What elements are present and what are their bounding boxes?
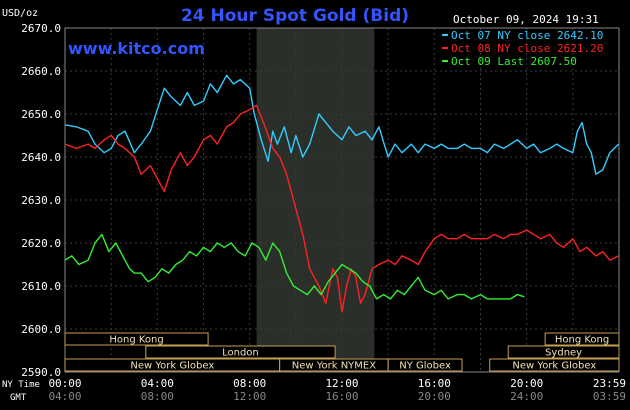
y-tick-label: 2600.0 — [21, 323, 61, 336]
x-tick-label-ny: 16:00 — [418, 377, 451, 390]
plot-frame — [64, 27, 620, 373]
x-tick-label-ny: 12:00 — [325, 377, 358, 390]
session-bar — [64, 332, 209, 346]
x-tick-label-gmt: 08:00 — [141, 390, 174, 403]
series-line-1 — [64, 74, 619, 175]
y-tick-label: 2630.0 — [21, 194, 61, 207]
market-sessions: Hong Kong London New York Globex New York N… — [64, 332, 620, 372]
session-bar — [489, 358, 620, 372]
y-tick-label: 2670.0 — [21, 22, 61, 35]
legend-entry: Oct 09 Last 2607.50 — [451, 55, 577, 68]
session-bar-label: Sydney — [545, 348, 582, 359]
legend-entry: Oct 08 NY close 2621.20 — [451, 42, 603, 55]
chart-datetime: October 09, 2024 19:31 — [453, 13, 599, 26]
session-bar — [544, 332, 620, 346]
session-bar-label: Hong Kong — [555, 335, 609, 346]
y-tick-label: 2590.0 — [21, 366, 61, 379]
y-axis-ticks: 2670.0 2660.0 2650.0 2640.0 2630.0 2620.0 2610… — [21, 22, 61, 379]
x-tick-label-ny: 00:00 — [48, 377, 81, 390]
series-layer — [64, 74, 619, 313]
x-row-label-ny: NY Time — [2, 380, 40, 390]
y-tick-label: 2650.0 — [21, 108, 61, 121]
session-bar-label: Hong Kong — [109, 335, 163, 346]
session-bar-label: New York Globex — [130, 361, 214, 372]
y-tick-label: 2610.0 — [21, 280, 61, 293]
session-bar-label: NY Globex — [399, 361, 451, 372]
session-bar — [507, 345, 620, 359]
x-tick-label-gmt: 20:00 — [418, 390, 451, 403]
x-tick-label-gmt: 24:00 — [510, 390, 543, 403]
session-bar-label: London — [222, 348, 259, 359]
y-tick-label: 2640.0 — [21, 151, 61, 164]
y-axis-label: USD/oz — [2, 8, 38, 19]
x-tick-label-gmt: 03:59 — [593, 390, 626, 403]
x-row-label-gmt: GMT — [10, 393, 27, 403]
session-bar-label: New York NYMEX — [292, 361, 377, 372]
x-tick-label-ny: 04:00 — [141, 377, 174, 390]
x-tick-label-gmt: 04:00 — [48, 390, 81, 403]
y-tick-label: 2620.0 — [21, 237, 61, 250]
x-tick-label-gmt: 16:00 — [325, 390, 358, 403]
y-tick-label: 2660.0 — [21, 65, 61, 78]
x-tick-label-gmt: 12:00 — [233, 390, 266, 403]
series-line-2 — [64, 104, 619, 313]
legend-entry: Oct 07 NY close 2642.10 — [451, 29, 603, 42]
series-line-3 — [64, 233, 525, 300]
x-axis-ticks: 00:00 04:00 08:00 12:00 16:00 20:00 23:5904:00… — [48, 377, 626, 403]
session-bar-label: New York Globex — [512, 361, 596, 372]
session-bar — [387, 358, 463, 372]
session-bar — [145, 345, 336, 359]
watermark: www.kitco.com — [68, 39, 205, 58]
x-tick-label-ny: 20:00 — [510, 377, 543, 390]
x-tick-label-ny: 08:00 — [233, 377, 266, 390]
x-tick-label-ny: 23:59 — [593, 377, 626, 390]
chart-title: 24 Hour Spot Gold (Bid) — [181, 6, 409, 26]
